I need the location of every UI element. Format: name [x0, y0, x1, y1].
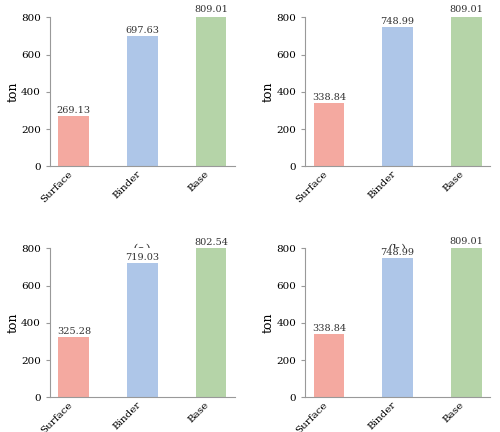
Text: (a): (a) [133, 244, 152, 258]
Text: 719.03: 719.03 [126, 253, 160, 262]
Text: 809.01: 809.01 [449, 6, 483, 15]
Bar [196, 248, 226, 397]
Bar [382, 258, 413, 397]
Text: 748.99: 748.99 [380, 248, 414, 257]
Text: 809.01: 809.01 [194, 6, 228, 15]
Text: 325.28: 325.28 [57, 327, 91, 336]
Bar [450, 247, 482, 397]
Bar [58, 116, 90, 166]
Bar [58, 337, 90, 397]
Bar [314, 103, 344, 166]
Y-axis label: ton: ton [262, 313, 275, 333]
Text: 338.84: 338.84 [312, 93, 346, 102]
Bar [382, 27, 413, 166]
Text: 338.84: 338.84 [312, 324, 346, 333]
Bar [450, 16, 482, 166]
Bar [314, 334, 344, 397]
Text: 809.01: 809.01 [449, 237, 483, 245]
Text: 802.54: 802.54 [194, 238, 228, 247]
Y-axis label: ton: ton [6, 82, 20, 102]
Bar [127, 36, 158, 166]
Text: 697.63: 697.63 [126, 26, 160, 35]
Text: 748.99: 748.99 [380, 17, 414, 25]
Bar [127, 264, 158, 397]
Y-axis label: ton: ton [6, 313, 20, 333]
Text: 269.13: 269.13 [57, 106, 91, 115]
Text: (b): (b) [388, 244, 407, 258]
Bar [196, 16, 226, 166]
Y-axis label: ton: ton [262, 82, 275, 102]
